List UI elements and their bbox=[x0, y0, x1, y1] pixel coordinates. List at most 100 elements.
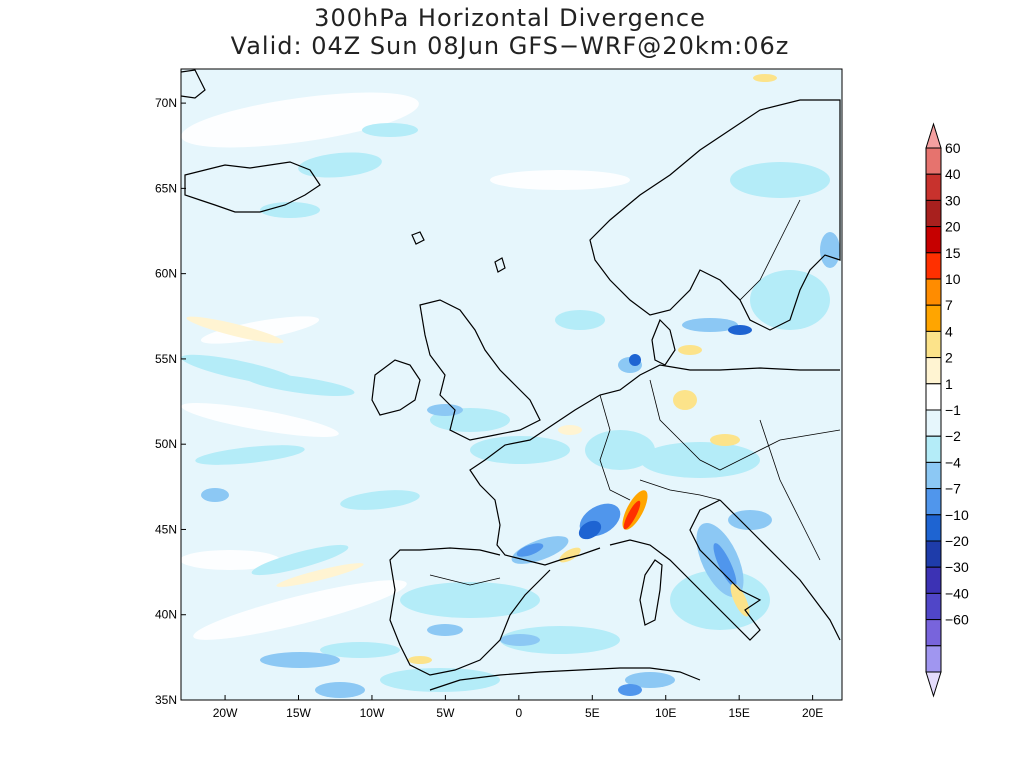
colorbar-label: −60 bbox=[945, 612, 969, 628]
weak-field-band bbox=[181, 402, 339, 438]
divergence-positive bbox=[678, 345, 702, 355]
colorbar-swatch bbox=[925, 330, 942, 359]
divergence-patch bbox=[555, 310, 605, 330]
map-title: 300hPa Horizontal Divergence Valid: 04Z … bbox=[180, 4, 840, 60]
divergence-patch bbox=[820, 232, 840, 268]
lon-tick-label: 5E bbox=[585, 706, 600, 720]
coastline-italy bbox=[609, 499, 762, 641]
border-line bbox=[599, 394, 631, 501]
colorbar-label: −4 bbox=[945, 454, 961, 470]
divergence-positive bbox=[186, 316, 284, 344]
lon-tick-label: 10E bbox=[655, 706, 676, 720]
coastline-iberia bbox=[389, 547, 551, 676]
divergence-patch bbox=[625, 672, 675, 688]
divergence-positive bbox=[710, 434, 740, 446]
colorbar-label: 4 bbox=[945, 323, 953, 339]
divergence-patch bbox=[380, 668, 500, 692]
colorbar-label: 40 bbox=[945, 166, 961, 182]
convergence-core bbox=[713, 543, 737, 587]
border-line bbox=[649, 379, 841, 471]
lat-tick-label: 55N bbox=[155, 352, 177, 366]
lat-tick-label: 40N bbox=[155, 608, 177, 622]
divergence-patch bbox=[245, 373, 355, 397]
colorbar-swatch bbox=[925, 147, 942, 175]
coastlines bbox=[181, 69, 841, 691]
map-panel: 35N 40N 45N 50N 55N 60N 65N 70N 20W 15W 10W 5W 0 5E 1… bbox=[155, 68, 843, 720]
colorbar-top-arrow bbox=[925, 122, 942, 149]
divergence-positive bbox=[730, 583, 750, 617]
divergence-max bbox=[623, 500, 641, 530]
lat-tick-label: 35N bbox=[155, 693, 177, 707]
coastline-france bbox=[469, 429, 601, 566]
divergence-patch bbox=[427, 624, 463, 636]
colorbar-swatch bbox=[925, 514, 942, 542]
lon-tick-label: 15E bbox=[728, 706, 749, 720]
weak-field-band bbox=[181, 92, 419, 148]
divergence-patch bbox=[585, 430, 655, 470]
divergence-patch bbox=[427, 404, 463, 416]
title-line-2: Valid: 04Z Sun 08Jun GFS−WRF@20km:06z bbox=[230, 32, 790, 60]
colorbar-swatch bbox=[925, 619, 942, 647]
colorbar-label: −10 bbox=[945, 507, 969, 523]
divergence-patch bbox=[260, 202, 320, 218]
coastline-north-africa bbox=[429, 667, 701, 691]
colorbar-label: 60 bbox=[945, 140, 961, 156]
coastline-shetland bbox=[494, 257, 506, 273]
lat-tick-label: 50N bbox=[155, 437, 177, 451]
lat-tick-label: 45N bbox=[155, 522, 177, 536]
latitude-axis: 35N 40N 45N 50N 55N 60N 65N 70N bbox=[155, 96, 186, 707]
convergence-core bbox=[618, 684, 642, 696]
convergence-core bbox=[728, 325, 752, 335]
colorbar-swatch bbox=[925, 566, 942, 594]
border-line bbox=[719, 199, 801, 301]
divergence-patch bbox=[750, 270, 830, 330]
lon-tick-label: 20W bbox=[213, 706, 238, 720]
border-line bbox=[759, 419, 821, 561]
divergence-positive bbox=[558, 425, 582, 435]
lon-tick-label: 20E bbox=[802, 706, 823, 720]
colorbar: 60 40 30 20 15 10 7 4 2 1 −1 −2 −4 −7 −10 −20 −30 −40 −60 bbox=[925, 122, 969, 698]
divergence-patch bbox=[315, 682, 365, 698]
colorbar-swatch bbox=[925, 226, 942, 254]
divergence-patch bbox=[500, 634, 540, 646]
colorbar-label: 30 bbox=[945, 192, 961, 208]
divergence-field bbox=[181, 69, 841, 698]
colorbar-label: −30 bbox=[945, 559, 969, 575]
lat-tick-label: 65N bbox=[155, 181, 177, 195]
colorbar-swatch bbox=[925, 435, 942, 463]
lon-tick-label: 15W bbox=[286, 706, 311, 720]
colorbar-swatch bbox=[925, 383, 942, 411]
divergence-patch bbox=[730, 162, 830, 198]
map-frame bbox=[180, 68, 843, 701]
colorbar-swatch bbox=[925, 304, 942, 332]
divergence-patch bbox=[400, 582, 540, 618]
colorbar-swatch bbox=[925, 461, 942, 490]
colorbar-swatch bbox=[925, 592, 942, 621]
lon-tick-label: 5W bbox=[436, 706, 455, 720]
longitude-axis: 20W 15W 10W 5W 0 5E 10E 15E 20E bbox=[213, 695, 823, 720]
border-line bbox=[639, 479, 721, 501]
lon-tick-label: 10W bbox=[360, 706, 385, 720]
divergence-patch bbox=[470, 436, 570, 464]
colorbar-swatch bbox=[925, 278, 942, 306]
colorbar-label: 20 bbox=[945, 219, 961, 235]
country-borders bbox=[429, 199, 841, 586]
colorbar-label: −7 bbox=[945, 481, 961, 497]
colorbar-bottom-arrow bbox=[925, 671, 942, 698]
coastline-western-europe bbox=[544, 364, 840, 431]
coastline-iceland bbox=[184, 161, 321, 213]
divergence-patch bbox=[298, 152, 382, 178]
lat-tick-label: 70N bbox=[155, 96, 177, 110]
lat-tick-label: 60N bbox=[155, 267, 177, 281]
divergence-positive bbox=[408, 656, 432, 664]
divergence-patch bbox=[251, 544, 349, 576]
colorbar-label: 1 bbox=[945, 376, 953, 392]
coastline-scandinavia bbox=[589, 99, 841, 331]
colorbar-swatch bbox=[925, 645, 942, 673]
divergence-positive bbox=[673, 390, 697, 410]
coastline-greenland bbox=[181, 69, 206, 99]
title-line-1: 300hPa Horizontal Divergence bbox=[314, 4, 706, 32]
convergence-core bbox=[578, 520, 602, 540]
divergence-patch bbox=[682, 318, 738, 332]
